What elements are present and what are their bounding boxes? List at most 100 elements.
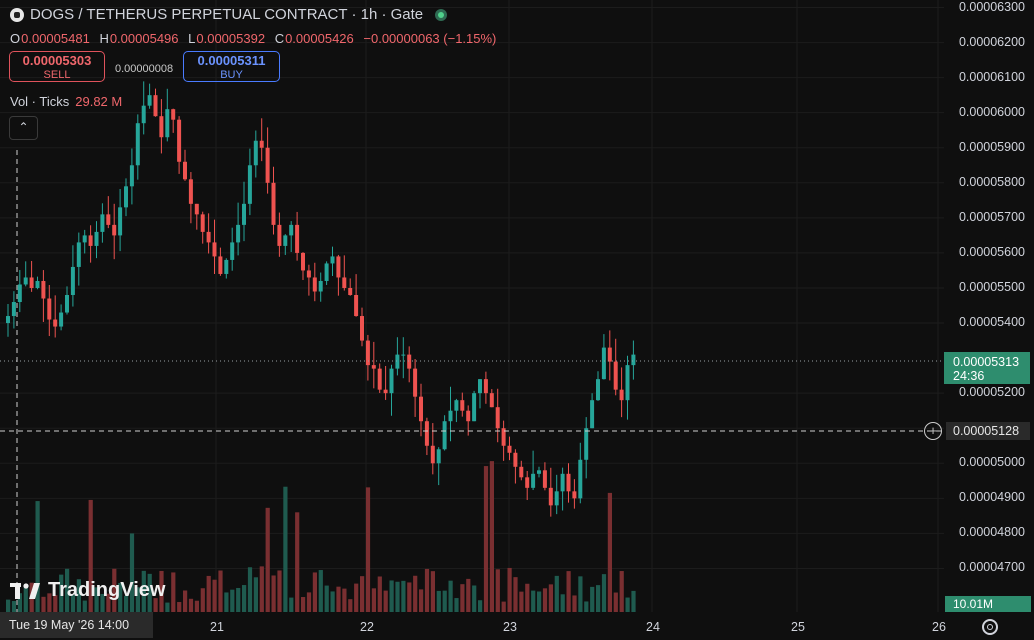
candle-body — [177, 119, 182, 162]
volume-bar — [230, 589, 235, 612]
ohlc-legend: O0.00005481 H0.00005496 L0.00005392 C0.0… — [10, 31, 502, 46]
volume-bar — [11, 601, 17, 612]
price-tick-label: 0.00006200 — [958, 34, 1025, 49]
candle-body — [253, 140, 258, 166]
volume-bar — [424, 568, 430, 612]
volume-bar — [247, 567, 253, 612]
volume-bar — [478, 600, 483, 612]
time-tick-label: 21 — [210, 620, 224, 634]
candle-body — [230, 242, 235, 260]
candle-body — [336, 256, 341, 278]
candle-body — [578, 459, 583, 499]
candle-body — [265, 147, 270, 183]
volume-bar — [631, 590, 636, 612]
candle-body — [35, 280, 40, 288]
spread-value: 0.00000008 — [115, 63, 174, 75]
volume-bar — [613, 592, 618, 612]
candle-body — [377, 368, 382, 390]
volume-bar — [501, 601, 506, 612]
candle-body — [283, 235, 288, 246]
candle-body — [194, 203, 199, 215]
volume-bars — [6, 461, 636, 612]
candle-body — [17, 284, 22, 303]
collapse-legend-button[interactable]: ⌃ — [9, 116, 38, 140]
close-value: 0.00005426 — [285, 31, 354, 46]
volume-bar — [607, 492, 612, 612]
volume-legend[interactable]: Vol · Ticks 29.82 M — [10, 94, 122, 109]
volume-bar — [419, 589, 424, 612]
candle-body — [607, 347, 612, 362]
volume-bar — [554, 575, 559, 612]
candle-body — [100, 214, 105, 232]
candle-body — [277, 224, 282, 246]
volume-bar — [283, 486, 288, 612]
candle-body — [560, 473, 565, 492]
candle-body — [590, 400, 595, 429]
volume-bar — [578, 576, 583, 612]
volume-bar — [460, 584, 465, 612]
volume-bar — [301, 597, 306, 612]
candle-body — [407, 354, 412, 369]
open-label: O — [10, 31, 21, 46]
symbol-title[interactable]: DOGS / TETHERUS PERPETUAL CONTRACT · 1h … — [30, 6, 424, 23]
candle-body — [625, 365, 630, 401]
candle-body — [448, 410, 453, 422]
candle-body — [519, 466, 524, 478]
volume-bar — [572, 595, 577, 612]
tradingview-logo[interactable]: TradingView — [10, 579, 165, 602]
volume-bar — [289, 597, 294, 612]
candle-body — [478, 379, 482, 394]
volume-bar — [200, 588, 205, 612]
dog-icon[interactable] — [10, 7, 24, 22]
volume-bar — [194, 600, 199, 612]
volume-bar — [531, 590, 536, 612]
add-alert-plus-icon[interactable]: + — [924, 422, 942, 440]
candle-body — [306, 270, 311, 278]
candle-body — [82, 235, 87, 243]
volume-bar — [112, 568, 117, 612]
volume-bar — [188, 598, 194, 612]
volume-bar — [47, 593, 52, 612]
sell-button[interactable]: 0.00005303 SELL — [9, 51, 105, 82]
time-tick-label: 26 — [932, 620, 946, 634]
volume-bar — [129, 533, 135, 612]
high-label: H — [99, 31, 109, 46]
candle-body — [135, 123, 140, 166]
volume-bar — [100, 593, 105, 612]
candle-body — [584, 428, 589, 460]
volume-bar — [389, 580, 394, 612]
settings-gear-icon[interactable] — [982, 619, 998, 635]
volume-bar — [53, 595, 58, 612]
price-tick-label: 0.00005600 — [958, 244, 1025, 259]
candle-body — [413, 368, 418, 397]
price-tick-label: 0.00005400 — [958, 315, 1025, 330]
volume-bar — [183, 590, 188, 612]
candlesticks — [6, 81, 636, 517]
candle-body — [218, 256, 223, 274]
buy-button[interactable]: 0.00005311 BUY — [183, 51, 280, 82]
candle-body — [342, 277, 347, 288]
candle-body — [59, 312, 64, 327]
volume-bar — [59, 574, 64, 612]
chevron-up-icon: ⌃ — [18, 120, 29, 134]
volume-bar — [35, 501, 40, 612]
price-tick-label: 0.00004700 — [958, 560, 1025, 575]
volume-bar — [65, 568, 70, 612]
candle-body — [200, 214, 205, 232]
volume-bar — [218, 570, 223, 612]
volume-value: 29.82 M — [75, 94, 123, 109]
candle-body — [365, 340, 370, 366]
candle-body — [348, 287, 353, 295]
volume-bar — [94, 587, 99, 612]
volume-bar — [625, 597, 630, 612]
price-tick-label: 0.00006000 — [958, 104, 1025, 119]
candle-body — [507, 445, 512, 453]
price-tick-label: 0.00005200 — [958, 385, 1025, 400]
price-change: −0.00000063 (−1.15%) — [363, 31, 497, 46]
candle-body — [247, 165, 252, 204]
volume-bar — [6, 599, 11, 612]
candle-body — [596, 379, 600, 401]
candle-body — [631, 354, 636, 366]
candle-body — [47, 298, 52, 320]
